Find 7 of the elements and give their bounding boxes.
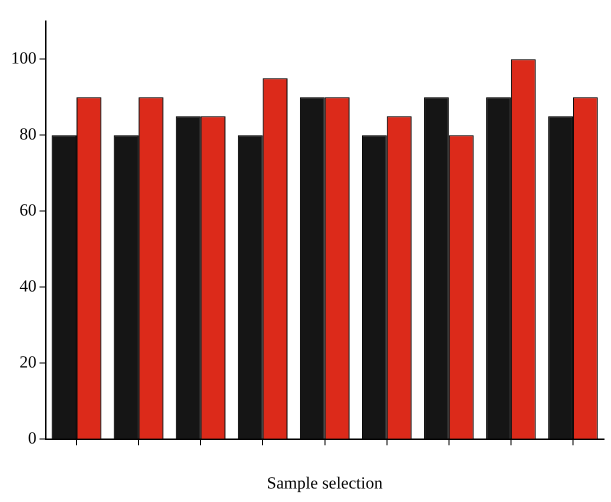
y-tick-label: 20: [20, 352, 36, 372]
y-tick-label: 100: [11, 48, 36, 68]
y-tick-label: 60: [20, 200, 36, 220]
y-tick-label: 0: [28, 428, 36, 448]
x-axis-title: Sample selection: [266, 473, 384, 492]
y-tick-label: 80: [20, 124, 36, 144]
y-tick-label: 40: [20, 276, 36, 296]
